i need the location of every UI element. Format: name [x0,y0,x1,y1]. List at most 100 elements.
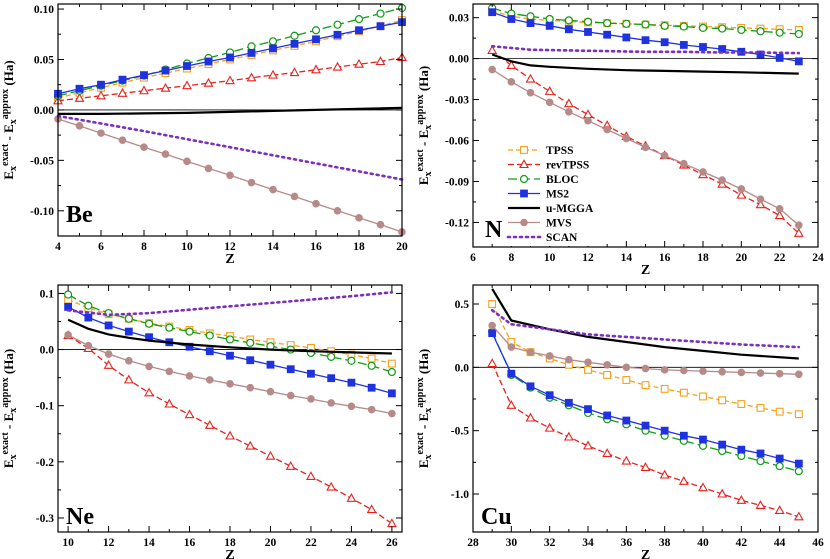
series-line-scan [56,114,404,181]
data-point-revtpss [678,476,689,485]
data-point-ms2 [204,57,213,66]
data-point-mvs [565,108,573,116]
series-line-umgga [58,106,403,116]
data-point-revtpss [774,210,785,220]
data-point-mvs [367,405,376,414]
data-point-ms2 [794,459,803,468]
data-point-bloc [718,24,727,33]
data-point-revtpss [144,387,154,397]
series-line-umgga [491,288,799,360]
data-point-ms2 [756,50,765,59]
data-point-ms2 [266,360,275,369]
data-point-ms2 [246,356,255,365]
data-point-bloc [64,290,73,299]
panel-be: 4 6 8 10 12 14 16 18 20 -0.10 -0.05 0.00 0.05 0.10 Z Ex… [0,3,408,267]
data-point-ms2 [699,43,707,51]
data-point-mvs [507,343,516,351]
data-point-revtpss [96,90,106,100]
x-tick-label: 44 [774,537,786,549]
data-point-ms2 [699,435,707,444]
data-point-tpss [775,407,784,416]
x-tick-label: 22 [774,252,786,264]
legend-label: SCAN [546,232,578,244]
data-point-revtpss [366,504,377,514]
x-tick-label: 22 [305,537,317,549]
data-point-ms2 [347,378,356,387]
data-point-ms2 [84,313,93,322]
x-tick-label: 8 [141,241,147,253]
data-point-revtpss [346,492,357,502]
data-point-ms2 [737,445,746,454]
data-point-revtpss [123,374,134,384]
data-point-ms2 [756,449,765,458]
y-tick-label: -0.3 [36,513,54,525]
x-tick-label: 6 [470,252,476,264]
data-point-revtpss [583,109,593,119]
data-point-bloc [622,19,631,28]
data-point-tpss [718,396,727,405]
data-point-mvs [488,65,496,74]
data-point-mvs [584,358,592,367]
data-point-mvs [756,369,765,377]
data-point-bloc [246,338,255,347]
data-point-bloc [225,335,235,344]
legend-label: MS2 [546,189,569,201]
data-point-tpss [794,410,803,419]
data-point-revtpss [225,75,235,85]
data-point-ms2 [526,19,535,28]
data-point-revtpss [182,80,192,90]
data-point-revtpss [544,422,555,432]
x-tick-label: 12 [103,537,115,549]
data-point-ms2 [185,342,194,351]
data-point-mvs [125,356,133,365]
data-point-ms2 [286,365,295,374]
data-point-mvs [584,116,592,125]
data-point-revtpss [386,518,397,528]
data-point-mvs [718,367,726,376]
data-point-ms2 [794,57,803,66]
y-tick-label: -0.05 [30,155,54,167]
data-point-ms2 [584,28,592,36]
data-point-mvs [333,206,342,215]
data-point-mvs [795,370,803,379]
data-point-ms2 [333,30,342,39]
panel-label: Ne [66,504,94,530]
data-point-mvs [795,221,803,229]
data-point-bloc [387,367,396,377]
data-point-mvs [737,185,746,193]
y-tick-label: 0.1 [40,288,55,300]
x-tick-label: 12 [224,241,236,253]
data-point-ms2 [564,398,573,407]
data-point-mvs [660,366,669,374]
data-point-mvs [97,129,105,137]
data-point-mvs [756,195,765,204]
data-point-revtpss [563,98,574,108]
data-point-mvs [488,321,496,330]
y-tick-label: -0.06 [445,136,469,148]
data-point-revtpss [117,87,128,97]
y-axis-label: Exexact - Exapprox (Ha) [0,349,19,468]
data-point-bloc [247,42,256,51]
data-point-mvs [699,367,707,375]
data-point-tpss [699,392,707,401]
y-tick-label: 0.03 [449,13,469,25]
data-point-tpss [641,381,650,390]
legend-item-ms2: MS2 [508,189,569,201]
panel-ne: 10 12 14 16 18 20 22 24 26 -0.3 -0.2 -0.1 0.0 0.1 Z Exe… [0,284,403,559]
data-point-tpss [756,403,765,412]
data-point-revtpss [755,500,766,509]
data-point-revtpss [506,60,517,69]
data-point-revtpss [563,431,574,441]
data-point-revtpss [354,58,364,68]
data-point-mvs [603,361,611,369]
x-tick-label: 14 [267,241,279,253]
series-group [487,288,804,521]
data-point-bloc [333,20,342,29]
data-point-mvs [64,331,72,339]
series-line-bloc [491,331,799,472]
data-point-revtpss [793,228,804,237]
y-axis-label: Exexact - Exapprox (Ha) [415,349,434,468]
legend-item-scan: SCAN [506,232,578,244]
data-point-ms2 [488,329,497,338]
data-point-ms2 [679,41,688,49]
